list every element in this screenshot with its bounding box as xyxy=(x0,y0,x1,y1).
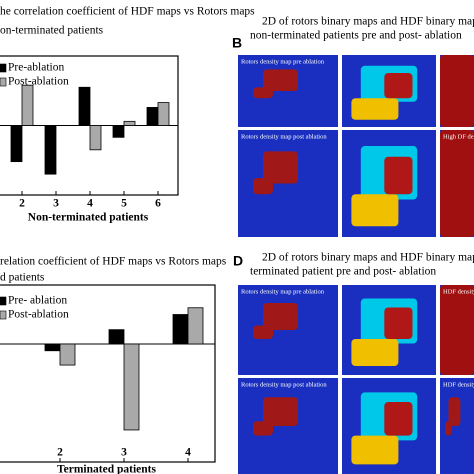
chart-title: on-terminated patients xyxy=(0,25,104,37)
plot-frame xyxy=(0,284,216,463)
legend-label: Post-ablation xyxy=(8,309,69,321)
bar xyxy=(146,107,159,126)
bar xyxy=(44,343,61,352)
map-region xyxy=(448,397,461,426)
legend-swatch xyxy=(0,310,7,320)
bar xyxy=(78,86,91,126)
tile-label: Rotors density map pre ablation xyxy=(241,58,325,65)
tile-label: Rotors density map pre ablation xyxy=(241,288,325,295)
bar xyxy=(89,125,102,151)
bar xyxy=(157,102,170,126)
legend-swatch xyxy=(0,77,7,87)
bar xyxy=(123,120,136,126)
bar xyxy=(21,84,34,126)
map-region xyxy=(445,421,452,436)
map-region xyxy=(351,194,399,227)
map-region xyxy=(440,55,474,127)
panel-title: terminated patient pre and post- ablatio… xyxy=(250,266,436,278)
x-axis-label: Non-terminated patients xyxy=(28,212,149,224)
map-region xyxy=(263,151,298,184)
legend-label: Post-ablation xyxy=(8,76,69,88)
bar xyxy=(112,125,125,138)
x-tick-label: 2 xyxy=(57,447,63,459)
map-region xyxy=(384,73,413,99)
map-region xyxy=(253,325,273,339)
map-region xyxy=(384,402,413,436)
map-region xyxy=(384,156,413,195)
x-tick-label: 3 xyxy=(53,198,59,210)
bar xyxy=(108,329,125,345)
map-region xyxy=(351,98,399,120)
chart-title: he correlation coefficient of HDF maps v… xyxy=(0,6,255,18)
map-region xyxy=(263,397,298,426)
x-tick-label: 4 xyxy=(185,447,191,459)
panel-label: D xyxy=(233,253,243,269)
tile-label: High DF density xyxy=(443,133,474,140)
legend-swatch xyxy=(0,296,7,306)
panel-label: B xyxy=(232,35,242,51)
bar xyxy=(59,343,76,366)
map-region xyxy=(253,421,273,436)
map-region xyxy=(351,339,399,366)
x-axis-label: Terminated patients xyxy=(57,464,156,474)
x-tick-label: 2 xyxy=(19,198,25,210)
legend-label: Pre-ablation xyxy=(8,62,64,74)
map-region xyxy=(351,435,399,465)
panel-title: 2D of rotors binary maps and HDF binary … xyxy=(262,16,474,28)
chart-title: d patients xyxy=(0,272,45,284)
x-tick-label: 3 xyxy=(121,447,127,459)
x-tick-label: 4 xyxy=(87,198,93,210)
tile-label: Rotors density map post ablation xyxy=(241,381,327,388)
x-tick-label: 6 xyxy=(155,198,161,210)
panel-title: non-terminated patients pre and post- ab… xyxy=(250,30,462,42)
bar xyxy=(10,125,23,163)
tile-label: Rotors density map post ablation xyxy=(241,133,327,140)
map-region xyxy=(440,130,474,237)
bar xyxy=(123,343,140,431)
map-region xyxy=(253,178,273,195)
map-region xyxy=(253,87,273,99)
map-region xyxy=(263,69,298,91)
tile-label: HDF density xyxy=(443,381,474,388)
chart-title: relation coefficient of HDF maps vs Roto… xyxy=(0,256,227,268)
bar xyxy=(44,125,57,175)
bar xyxy=(187,307,204,345)
map-region xyxy=(263,303,298,330)
legend-swatch xyxy=(0,63,7,73)
x-tick-label: 5 xyxy=(121,198,127,210)
panel-title: 2D of rotors binary maps and HDF binary … xyxy=(262,252,474,264)
map-region xyxy=(384,307,413,339)
legend-label: Pre- ablation xyxy=(8,295,67,307)
map-region xyxy=(440,285,474,375)
bar xyxy=(172,314,189,345)
tile-label: HDF density map pre xyxy=(443,288,474,295)
